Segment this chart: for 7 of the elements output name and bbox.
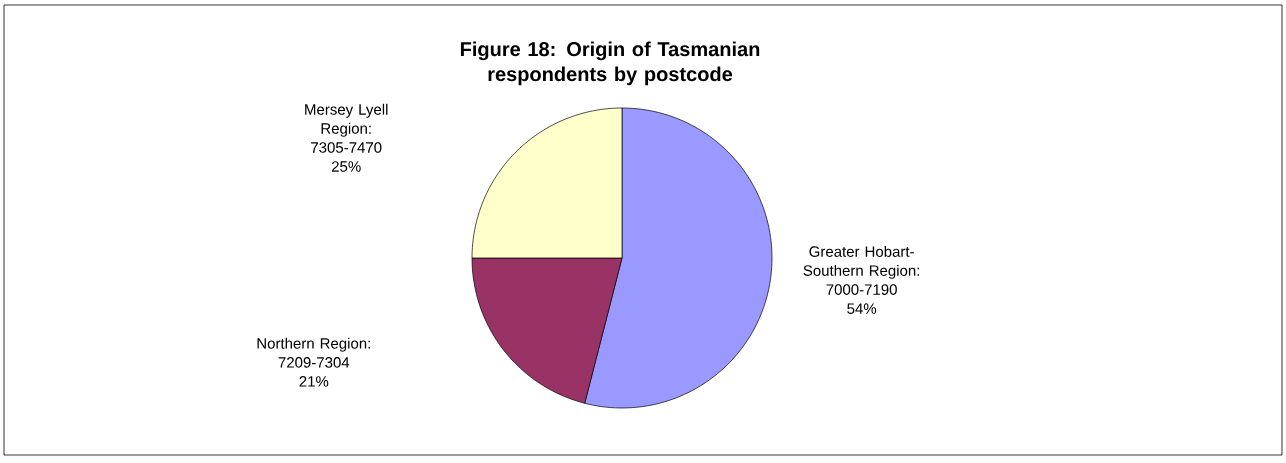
chart-title: Figure 18: Origin of Tasmanian respondents by postcode — [460, 41, 760, 86]
slice-label: Mersey Lyell Region: 7305-7470 — [305, 103, 388, 153]
data-label: 21% — [299, 376, 329, 387]
data-label: 25% — [331, 161, 361, 172]
data-label: 54% — [847, 303, 877, 314]
slice-label: Greater Hobart-Southern Region: 7000-7190 — [803, 245, 920, 295]
slice-label: Northern Region: 7209-7304 — [257, 337, 370, 368]
